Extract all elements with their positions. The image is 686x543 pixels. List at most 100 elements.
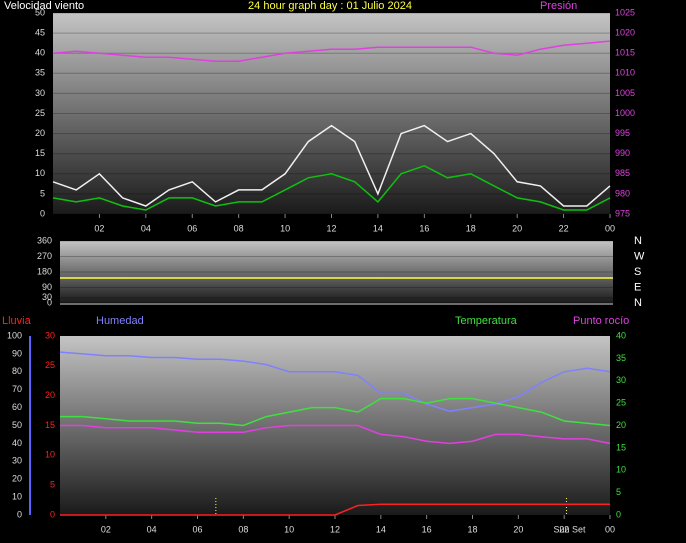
x-tick-label: 20 bbox=[513, 524, 523, 534]
y3-tick-label: 80 bbox=[12, 366, 22, 376]
x-tick-label: 16 bbox=[419, 223, 429, 233]
series-line bbox=[59, 351, 611, 412]
y3-tick-label: 90 bbox=[12, 348, 22, 358]
y2-tick-label: 0 bbox=[616, 509, 621, 519]
y-tick-label: 45 bbox=[35, 27, 45, 37]
y2-tick-label: 1000 bbox=[615, 108, 635, 118]
y-tick-label: 10 bbox=[35, 168, 45, 178]
y-tick-label: 15 bbox=[35, 148, 45, 158]
x-tick-label: 06 bbox=[192, 524, 202, 534]
y2-tick-label: 990 bbox=[615, 148, 630, 158]
y-tick-label: 20 bbox=[45, 390, 55, 400]
annotation: Sun Set bbox=[553, 524, 586, 534]
x-tick-label: 00 bbox=[605, 524, 615, 534]
x-tick-label: 18 bbox=[467, 524, 477, 534]
x-tick-label: 10 bbox=[280, 223, 290, 233]
x-tick-label: 22 bbox=[559, 223, 569, 233]
y2-tick-label: 1010 bbox=[615, 68, 635, 78]
y-tick-label: 360 bbox=[37, 235, 52, 245]
y2-tick-label: W bbox=[634, 250, 645, 262]
x-tick-label: 02 bbox=[94, 223, 104, 233]
legend-label: Lluvia bbox=[2, 315, 32, 327]
y2-tick-label: N bbox=[634, 297, 642, 309]
y2-tick-label: 1025 bbox=[615, 7, 635, 17]
y2-tick-label: 1015 bbox=[615, 48, 635, 58]
x-tick-label: 04 bbox=[147, 524, 157, 534]
y-tick-label: 0 bbox=[40, 208, 45, 218]
y3-tick-label: 0 bbox=[17, 509, 22, 519]
legend-label: Humedad bbox=[96, 315, 144, 327]
chart-title: 24 hour graph day : 01 Julio 2024 bbox=[248, 0, 412, 12]
y3-tick-label: 70 bbox=[12, 384, 22, 394]
x-tick-label: 14 bbox=[376, 524, 386, 534]
x-tick-label: 12 bbox=[330, 524, 340, 534]
y3-tick-label: 50 bbox=[12, 420, 22, 430]
y2-tick-label: S bbox=[634, 266, 641, 278]
legend-label: Punto rocío bbox=[573, 315, 629, 327]
y-tick-label: 5 bbox=[50, 480, 55, 490]
y3-tick-label: 10 bbox=[12, 491, 22, 501]
series-line bbox=[52, 124, 611, 207]
y2-tick-label: 25 bbox=[616, 398, 626, 408]
y3-tick-label: 60 bbox=[12, 402, 22, 412]
y-tick-label: 40 bbox=[35, 48, 45, 58]
y-tick-label: 90 bbox=[42, 282, 52, 292]
x-tick-label: 16 bbox=[422, 524, 432, 534]
series-line bbox=[60, 503, 610, 516]
x-tick-label: 12 bbox=[326, 223, 336, 233]
x-tick-label: 10 bbox=[284, 524, 294, 534]
x-tick-label: 08 bbox=[234, 223, 244, 233]
y2-tick-label: 40 bbox=[616, 330, 626, 340]
x-tick-label: 04 bbox=[141, 223, 151, 233]
y-tick-label: 25 bbox=[45, 360, 55, 370]
y-tick-label: 15 bbox=[45, 420, 55, 430]
y-tick-label: 180 bbox=[37, 266, 52, 276]
y2-tick-label: 35 bbox=[616, 353, 626, 363]
y2-tick-label: 10 bbox=[616, 465, 626, 475]
legend-label: Presión bbox=[540, 0, 577, 12]
y-tick-label: 10 bbox=[45, 450, 55, 460]
y3-tick-label: 40 bbox=[12, 438, 22, 448]
y-tick-label: 30 bbox=[35, 88, 45, 98]
y2-tick-label: E bbox=[634, 281, 641, 293]
x-tick-label: 02 bbox=[101, 524, 111, 534]
y-tick-label: 0 bbox=[50, 509, 55, 519]
series-line bbox=[52, 164, 611, 211]
y-tick-label: 5 bbox=[40, 188, 45, 198]
y-tick-label: 30 bbox=[45, 330, 55, 340]
x-tick-label: 08 bbox=[238, 524, 248, 534]
y2-tick-label: 1020 bbox=[615, 27, 635, 37]
y-tick-label: 35 bbox=[35, 68, 45, 78]
y3-tick-label: 20 bbox=[12, 474, 22, 484]
series-line bbox=[52, 40, 611, 62]
series-line bbox=[60, 424, 611, 445]
y-tick-label: 0 bbox=[47, 297, 52, 307]
plot-area bbox=[60, 241, 613, 303]
y-tick-label: 50 bbox=[35, 7, 45, 17]
x-tick-label: 18 bbox=[466, 223, 476, 233]
legend-label: Velocidad viento bbox=[4, 0, 84, 12]
y2-tick-label: N bbox=[634, 235, 642, 247]
y2-tick-label: 985 bbox=[615, 168, 630, 178]
y-tick-label: 270 bbox=[37, 251, 52, 261]
x-tick-label: 20 bbox=[512, 223, 522, 233]
y2-tick-label: 975 bbox=[615, 208, 630, 218]
y2-tick-label: 995 bbox=[615, 128, 630, 138]
x-tick-label: 22 bbox=[559, 524, 569, 534]
y3-tick-label: 30 bbox=[12, 456, 22, 466]
y2-tick-label: 20 bbox=[616, 420, 626, 430]
plot-area bbox=[53, 13, 610, 214]
y-tick-label: 25 bbox=[35, 108, 45, 118]
y2-tick-label: 980 bbox=[615, 188, 630, 198]
y2-tick-label: 15 bbox=[616, 442, 626, 452]
y3-tick-label: 100 bbox=[7, 330, 22, 340]
x-tick-label: 14 bbox=[373, 223, 383, 233]
x-tick-label: 06 bbox=[187, 223, 197, 233]
y-tick-label: 30 bbox=[42, 292, 52, 302]
series-line bbox=[60, 397, 611, 427]
y2-tick-label: 5 bbox=[616, 487, 621, 497]
x-tick-label: 00 bbox=[605, 223, 615, 233]
y-tick-label: 20 bbox=[35, 128, 45, 138]
legend-label: Temperatura bbox=[455, 315, 518, 327]
